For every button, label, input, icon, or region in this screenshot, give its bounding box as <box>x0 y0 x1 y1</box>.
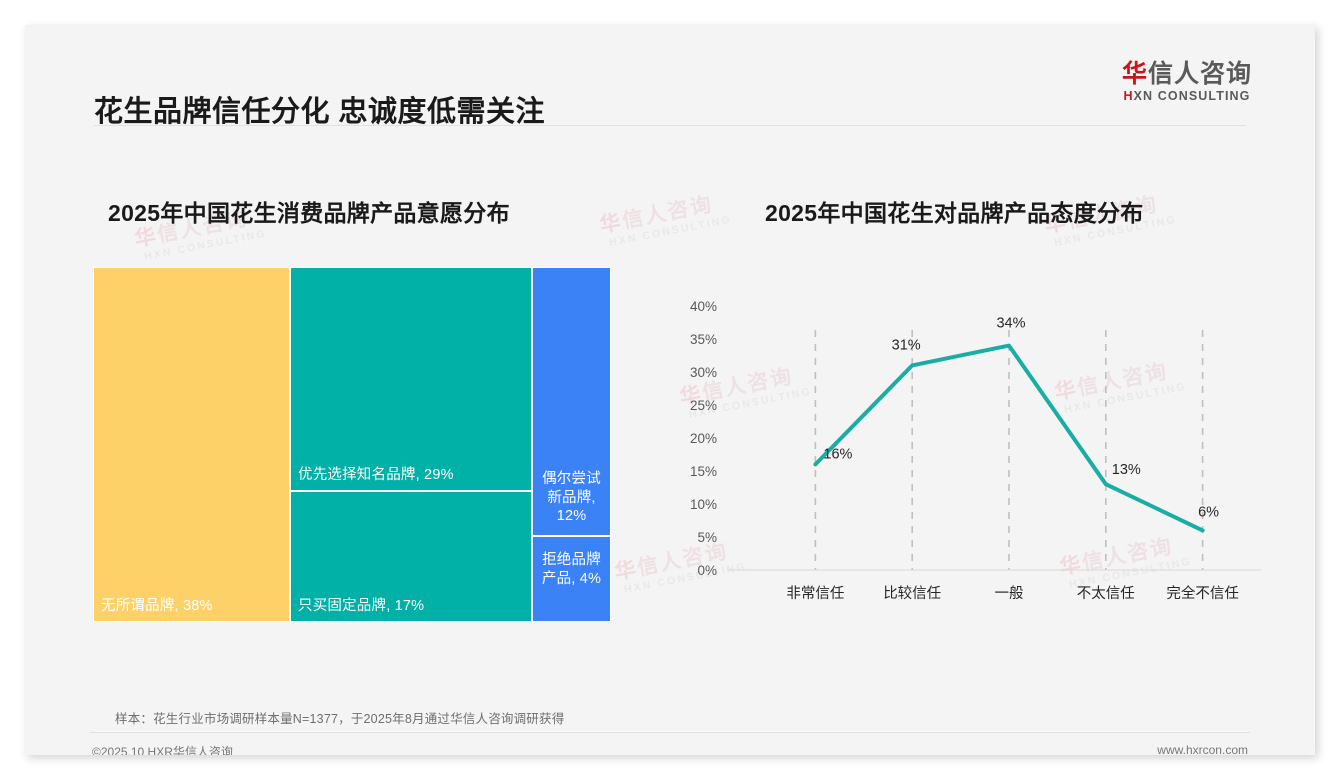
data-point-label: 34% <box>996 316 1025 332</box>
y-tick-label: 10% <box>690 497 717 512</box>
y-tick-label: 40% <box>690 299 717 314</box>
slide-canvas: 华信人咨询 HXN CONSULTING 华信人咨询 HXN CONSULTIN… <box>25 25 1315 755</box>
header-divider <box>94 125 1246 126</box>
y-tick-label: 5% <box>697 530 717 545</box>
treemap-cell[interactable]: 只买固定品牌, 17% <box>290 491 532 622</box>
treemap-cell[interactable]: 优先选择知名品牌, 29% <box>290 267 532 491</box>
data-point-label: 6% <box>1198 504 1219 520</box>
brand-logo: 华信人咨询 HXN CONSULTING <box>1122 61 1252 104</box>
x-tick-label: 比较信任 <box>883 584 941 602</box>
gridlines <box>814 330 1204 570</box>
logo-cn-accent: 华 <box>1121 60 1148 88</box>
slide-header: 花生品牌信任分化 忠诚度低需关注 华信人咨询 HXN CONSULTING <box>25 25 1315 128</box>
watermark-cn-red: 华 <box>132 224 160 252</box>
x-tick-label: 不太信任 <box>1077 585 1135 602</box>
watermark-cn-red: 华 <box>612 557 640 585</box>
y-tick-label: 30% <box>690 365 717 380</box>
right-chart-title: 2025年中国花生对品牌产品态度分布 <box>765 200 1144 226</box>
logo-en-accent: H <box>1123 89 1134 104</box>
left-chart-title: 2025年中国花生消费品牌产品意愿分布 <box>108 200 510 226</box>
y-axis: 0% 5% 10% 15% 20% 25% 30% 35% 40% <box>690 299 717 578</box>
watermark-cn-rest: 信人咨询 <box>620 192 715 233</box>
data-point-label: 31% <box>892 337 921 353</box>
y-tick-label: 20% <box>690 431 717 446</box>
treemap-cell[interactable]: 无所谓品牌, 38% <box>93 267 290 622</box>
data-point-label: 13% <box>1112 462 1141 478</box>
data-labels: 16% 31% 34% 13% 6% <box>823 316 1219 521</box>
y-tick-label: 0% <box>697 563 717 578</box>
footer-divider <box>90 732 1250 733</box>
treemap-cell-label: 拒绝品牌产品, 4% <box>541 552 602 587</box>
y-tick-label: 15% <box>690 464 717 479</box>
x-axis: 非常信任 比较信任 一般 不太信任 完全不信任 <box>786 584 1238 602</box>
sample-note: 样本：花生行业市场调研样本量N=1377，于2025年8月通过华信人咨询调研获得 <box>115 712 565 726</box>
treemap-cell-label: 无所谓品牌, 38% <box>101 598 213 615</box>
watermark-en: HXN CONSULTING <box>608 213 733 249</box>
treemap-cell-label: 只买固定品牌, 17% <box>298 598 425 615</box>
y-tick-label: 25% <box>690 398 717 413</box>
watermark: 华信人咨询 HXN CONSULTING <box>598 191 733 250</box>
line-chart: 0% 5% 10% 15% 20% 25% 30% 35% 40% 非常信任 比较信任 一般 不太信任… <box>665 280 1265 620</box>
y-tick-label: 35% <box>690 332 717 347</box>
website-link[interactable]: www.hxrcon.com <box>1157 743 1248 755</box>
treemap-cell[interactable]: 偶尔尝试新品牌, 12% <box>532 267 611 536</box>
series-line <box>813 343 1205 533</box>
x-tick-label: 一般 <box>995 585 1024 602</box>
x-tick-label: 非常信任 <box>786 585 844 602</box>
line-chart-svg: 0% 5% 10% 15% 20% 25% 30% 35% 40% 非常信任 比较信任 一般 不太信任… <box>690 299 1261 602</box>
copyright-text: ©2025.10 HXR华信人咨询 <box>92 745 233 755</box>
page-title: 花生品牌信任分化 忠诚度低需关注 <box>94 96 546 128</box>
data-point-label: 16% <box>823 446 852 462</box>
logo-en-text: XN CONSULTING <box>1133 89 1251 104</box>
logo-cn-text: 信人咨询 <box>1147 60 1252 88</box>
watermark-en: HXN CONSULTING <box>143 227 268 263</box>
x-tick-label: 完全不信任 <box>1166 584 1239 602</box>
treemap-chart: 无所谓品牌, 38% 优先选择知名品牌, 29% 只买固定品牌, 17% 偶尔尝… <box>93 267 611 622</box>
watermark-cn-red: 华 <box>597 210 625 238</box>
treemap-cell-label: 优先选择知名品牌, 29% <box>298 467 454 484</box>
treemap-cell[interactable]: 拒绝品牌产品, 4% <box>532 536 611 622</box>
treemap-cell-label: 偶尔尝试新品牌, 12% <box>542 471 601 525</box>
